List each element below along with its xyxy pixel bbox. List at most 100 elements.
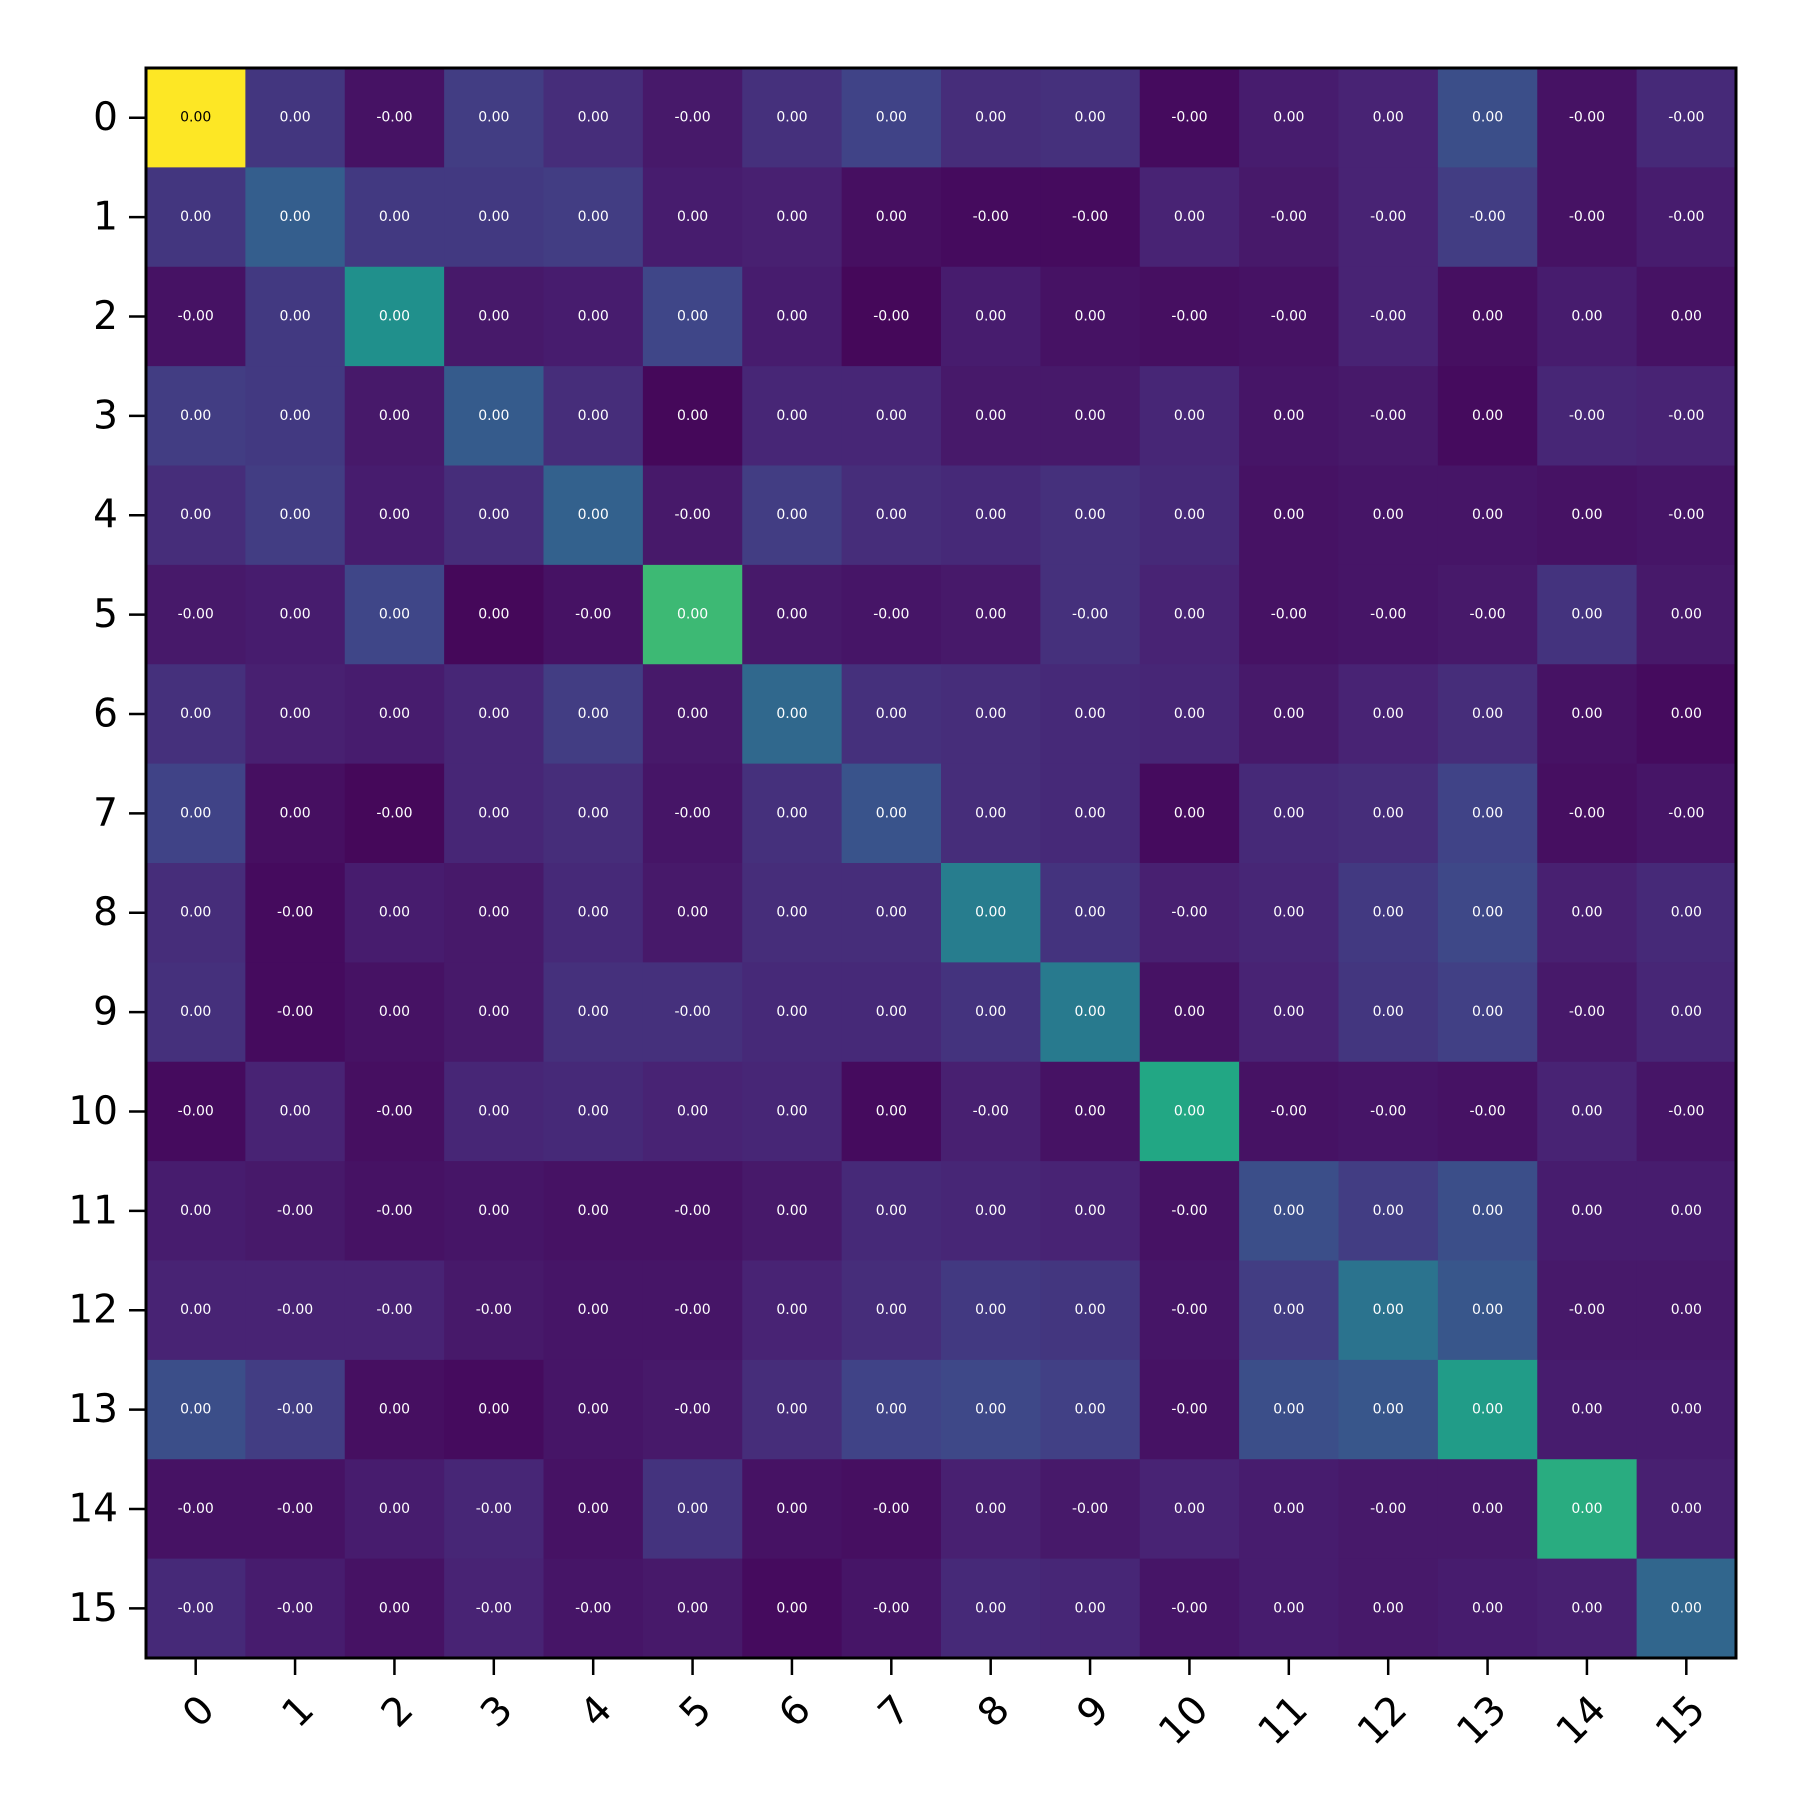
heatmap-cell-4-13 (1437, 465, 1538, 566)
plot-frame (144, 66, 1738, 1660)
heatmap-cell-6-12 (1338, 664, 1439, 765)
cell-annotation-12-14: -0.00 (1569, 1302, 1605, 1318)
cell-annotation-5-12: -0.00 (1370, 607, 1406, 623)
heatmap-cell-5-6 (742, 564, 843, 665)
cell-annotation-0-7: 0.00 (876, 110, 907, 126)
cell-annotation-8-7: 0.00 (876, 905, 907, 921)
cell-annotation-6-8: 0.00 (975, 706, 1006, 722)
cell-annotation-2-11: -0.00 (1271, 308, 1307, 324)
heatmap-cell-8-4 (543, 863, 644, 963)
heatmap-cell-2-7 (841, 266, 942, 367)
cell-annotation-7-15: -0.00 (1668, 805, 1704, 821)
cell-annotation-3-12: -0.00 (1370, 408, 1406, 424)
cell-annotation-8-4: 0.00 (578, 905, 609, 921)
heatmap-cell-7-10 (1139, 763, 1240, 864)
heatmap-cell-12-6 (742, 1260, 843, 1361)
cell-annotation-1-14: -0.00 (1569, 209, 1605, 225)
cell-annotation-4-5: -0.00 (674, 507, 710, 523)
cell-annotation-5-15: 0.00 (1671, 607, 1702, 623)
cell-annotation-0-3: 0.00 (478, 110, 509, 126)
cell-annotation-5-11: -0.00 (1271, 607, 1307, 623)
cell-annotation-10-13: -0.00 (1469, 1103, 1505, 1119)
cell-annotation-11-13: 0.00 (1472, 1203, 1503, 1219)
y-tick-label-12: 12 (68, 1288, 118, 1333)
cell-annotation-0-2: -0.00 (376, 110, 412, 126)
cell-annotation-12-8: 0.00 (975, 1302, 1006, 1318)
heatmap-cell-7-0 (146, 763, 246, 864)
cell-annotation-10-0: -0.00 (178, 1103, 214, 1119)
cell-annotation-3-2: 0.00 (379, 408, 410, 424)
heatmap-cell-1-11 (1239, 167, 1339, 268)
heatmap-cell-13-0 (146, 1359, 246, 1460)
heatmap-cell-3-10 (1139, 366, 1240, 466)
cell-annotation-5-1: 0.00 (279, 607, 310, 623)
cell-annotation-2-15: 0.00 (1671, 308, 1702, 324)
cell-annotation-4-7: 0.00 (876, 507, 907, 523)
heatmap-cell-9-2 (344, 962, 445, 1063)
cell-annotation-11-7: 0.00 (876, 1203, 907, 1219)
cell-annotation-4-11: 0.00 (1273, 507, 1304, 523)
heatmap-cell-9-4 (543, 962, 644, 1063)
cell-annotation-12-11: 0.00 (1273, 1302, 1304, 1318)
heatmap-cell-0-14 (1537, 68, 1638, 168)
heatmap-cell-15-1 (245, 1558, 346, 1659)
heatmap-cell-12-10 (1139, 1260, 1240, 1361)
x-tick-label-12: 12 (1349, 1687, 1416, 1754)
cell-annotation-3-14: -0.00 (1569, 408, 1605, 424)
cell-annotation-8-1: -0.00 (277, 905, 313, 921)
heatmap-cell-0-7 (841, 68, 942, 168)
cell-annotation-11-12: 0.00 (1373, 1203, 1404, 1219)
heatmap-cell-0-13 (1437, 68, 1538, 168)
cell-annotation-2-4: 0.00 (578, 308, 609, 324)
cell-annotation-14-7: -0.00 (873, 1501, 909, 1517)
cell-annotation-8-12: 0.00 (1373, 905, 1404, 921)
heatmap-cell-9-3 (444, 962, 544, 1063)
heatmap-cell-2-6 (742, 266, 843, 367)
heatmap-cell-13-14 (1537, 1359, 1638, 1460)
heatmap-cell-2-8 (941, 266, 1041, 367)
heatmap-cell-12-8 (941, 1260, 1041, 1361)
heatmap-cell-5-0 (146, 564, 246, 665)
heatmap-cell-9-15 (1636, 962, 1737, 1063)
heatmap-cell-10-2 (344, 1061, 445, 1162)
heatmap-cell-3-8 (941, 366, 1041, 466)
cell-annotation-9-0: 0.00 (180, 1004, 211, 1020)
heatmap-cell-0-11 (1239, 68, 1339, 168)
heatmap-cell-2-13 (1437, 266, 1538, 367)
heatmap-cell-15-2 (344, 1558, 445, 1659)
heatmap-cell-7-15 (1636, 763, 1737, 864)
y-tick-label-0: 0 (93, 95, 118, 140)
cell-annotation-6-2: 0.00 (379, 706, 410, 722)
cell-annotation-1-2: 0.00 (379, 209, 410, 225)
heatmap-cell-5-10 (1139, 564, 1240, 665)
heatmap-cell-5-9 (1040, 564, 1141, 665)
heatmap-cell-12-7 (841, 1260, 942, 1361)
cell-annotation-10-12: -0.00 (1370, 1103, 1406, 1119)
heatmap-cell-11-12 (1338, 1161, 1439, 1261)
x-tick-label-2: 2 (373, 1687, 422, 1736)
y-tick-label-11: 11 (68, 1188, 118, 1233)
cell-annotation-15-7: -0.00 (873, 1600, 909, 1616)
cell-annotation-7-5: -0.00 (674, 805, 710, 821)
heatmap-cell-14-4 (543, 1459, 644, 1560)
heatmap-cell-9-10 (1139, 962, 1240, 1063)
heatmap-cell-10-14 (1537, 1061, 1638, 1162)
cell-annotation-13-13: 0.00 (1472, 1402, 1503, 1418)
cell-annotation-1-8: -0.00 (973, 209, 1009, 225)
heatmap-cell-7-6 (742, 763, 843, 864)
cell-annotation-15-3: -0.00 (476, 1600, 512, 1616)
cell-annotation-11-0: 0.00 (180, 1203, 211, 1219)
cell-annotation-4-13: 0.00 (1472, 507, 1503, 523)
heatmap-cell-14-3 (444, 1459, 544, 1560)
cell-annotation-6-12: 0.00 (1373, 706, 1404, 722)
cell-annotation-12-1: -0.00 (277, 1302, 313, 1318)
cell-annotation-11-14: 0.00 (1571, 1203, 1602, 1219)
cell-annotation-0-14: -0.00 (1569, 110, 1605, 126)
y-tick-label-1: 1 (93, 195, 118, 240)
y-tick-label-7: 7 (93, 791, 118, 836)
heatmap-cell-4-4 (543, 465, 644, 566)
cell-annotation-14-3: -0.00 (476, 1501, 512, 1517)
cell-annotation-3-1: 0.00 (279, 408, 310, 424)
cell-annotation-9-1: -0.00 (277, 1004, 313, 1020)
heatmap-cell-15-11 (1239, 1558, 1339, 1659)
